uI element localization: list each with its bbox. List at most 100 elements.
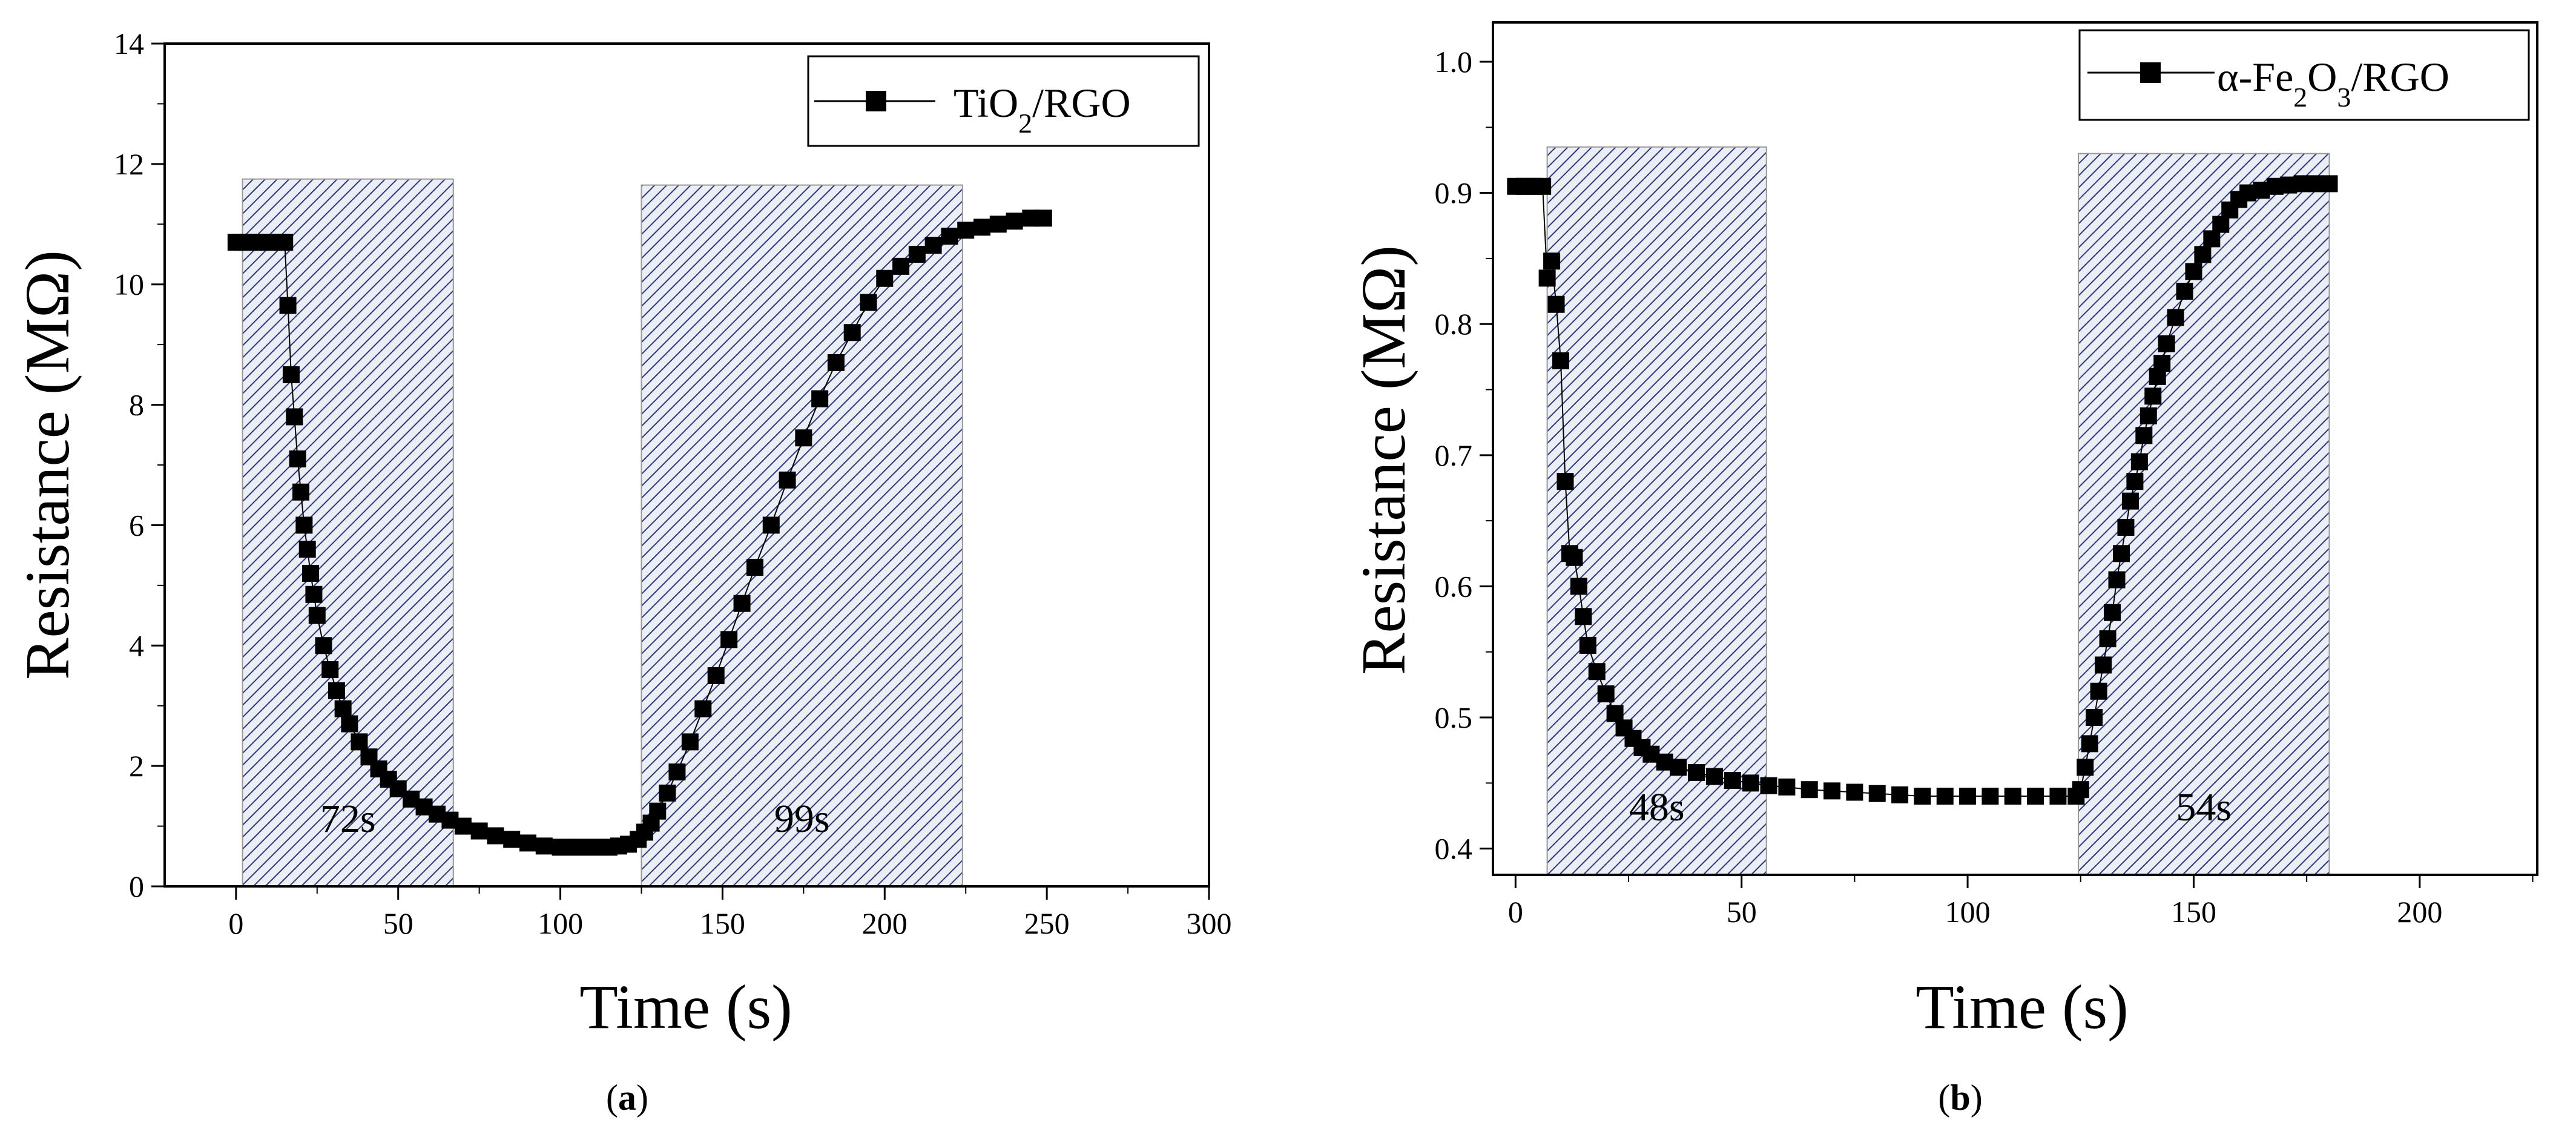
data-point: [308, 607, 326, 624]
x-tick-label: 300: [1187, 906, 1232, 940]
region-duration-label: 54s: [2176, 785, 2232, 829]
data-point: [649, 802, 667, 820]
y-tick-label: 6: [129, 508, 144, 542]
data-point: [292, 483, 309, 501]
shaded-region: [242, 178, 454, 888]
data-point: [989, 216, 1007, 233]
y-tick-label: 2: [129, 749, 144, 783]
y-tick-label: 0.9: [1435, 176, 1473, 210]
data-point: [720, 631, 738, 648]
data-point: [843, 324, 861, 341]
y-tick-label: 0.8: [1435, 307, 1473, 341]
data-point: [1868, 785, 1886, 802]
data-point: [302, 564, 320, 582]
data-point: [1724, 772, 1741, 789]
data-point: [1566, 549, 1583, 566]
data-point: [535, 837, 553, 855]
data-point: [694, 700, 712, 717]
x-tick-label: 250: [1024, 906, 1070, 940]
legend-label: α-Fe2O3/RGO: [2217, 54, 2449, 113]
y-tick-label: 0.5: [1435, 700, 1473, 734]
data-point: [1688, 764, 1705, 782]
data-point: [668, 763, 686, 781]
data-point: [298, 541, 316, 558]
chart-panel-a: 0 50 100 150 200 250 300 0 2 4 6 8 10 12 14 72s 99s TiO…: [13, 27, 1232, 1118]
data-point: [2095, 656, 2112, 674]
data-point: [2112, 545, 2130, 562]
data-point: [1588, 663, 1606, 681]
legend: TiO2/RGO: [807, 55, 1200, 147]
data-point: [2121, 492, 2139, 510]
data-point: [1570, 578, 1587, 595]
y-tick-label: 0: [129, 869, 144, 903]
data-point: [1778, 778, 1796, 796]
data-point: [1606, 705, 1624, 722]
data-point: [2194, 246, 2212, 263]
data-point: [2176, 283, 2193, 300]
data-point: [1670, 759, 1687, 776]
data-point: [779, 471, 796, 489]
x-tick-label: 200: [862, 906, 908, 940]
data-point: [2049, 788, 2067, 805]
data-point: [1823, 782, 1841, 800]
x-tick-label: 200: [2397, 895, 2442, 929]
region-duration-label: 99s: [774, 797, 830, 841]
data-point: [2212, 216, 2230, 233]
data-point: [2081, 735, 2098, 753]
x-tick-label: 0: [1508, 895, 1523, 929]
shaded-region: [2078, 153, 2330, 876]
data-point: [2099, 630, 2116, 648]
data-point: [957, 222, 975, 239]
plot-frame: [1492, 21, 2538, 876]
region-duration-label: 48s: [1629, 785, 1685, 829]
data-point: [305, 585, 323, 603]
data-point: [1035, 209, 1052, 227]
y-tick-label: 0.7: [1435, 438, 1473, 472]
data-point: [351, 733, 368, 751]
y-tick-label: 8: [129, 388, 144, 422]
data-point: [2130, 453, 2148, 470]
data-point: [2086, 709, 2103, 727]
data-point: [289, 450, 306, 468]
x-axis-label: Time (s): [1916, 972, 2129, 1042]
data-point: [2203, 230, 2221, 248]
data-point: [681, 733, 699, 751]
region-duration-label: 72s: [320, 797, 376, 841]
y-tick-label: 10: [114, 268, 144, 302]
data-point: [2135, 427, 2153, 444]
y-tick-label: 0.4: [1435, 832, 1473, 866]
shaded-regions: [242, 178, 963, 888]
data-point: [552, 839, 569, 856]
y-tick-label: 12: [114, 147, 144, 181]
data-point: [924, 237, 942, 254]
legend: α-Fe2O3/RGO: [2078, 29, 2530, 121]
shaded-region: [641, 184, 963, 888]
data-point: [1552, 352, 1570, 369]
data-point: [2144, 387, 2162, 405]
data-point: [860, 294, 877, 311]
data-point: [908, 246, 926, 263]
data-point: [282, 366, 300, 383]
data-point: [1538, 269, 1556, 287]
axis-ticks: 0 50 100 150 200 250 300 0 2 4 6 8 10 12 14: [114, 27, 1232, 940]
data-point: [2158, 335, 2175, 352]
x-tick-label: 100: [1945, 895, 1991, 929]
data-point: [328, 682, 345, 699]
data-point: [1547, 295, 1565, 313]
panel-caption-a: (a): [606, 1078, 648, 1118]
data-point: [454, 817, 472, 835]
x-tick-label: 100: [538, 906, 583, 940]
data-point: [1936, 788, 1954, 805]
data-point: [2004, 788, 2021, 805]
data-point: [568, 839, 585, 856]
y-tick-label: 1.0: [1435, 45, 1473, 79]
data-point: [295, 516, 313, 534]
y-axis-label: Resistance (MΩ): [13, 250, 82, 680]
data-point: [2027, 788, 2044, 805]
data-point: [746, 559, 763, 576]
data-point: [1760, 777, 1777, 794]
panel-caption-b: (b): [1938, 1078, 1982, 1118]
data-point: [2321, 175, 2338, 193]
data-point: [2167, 309, 2184, 326]
